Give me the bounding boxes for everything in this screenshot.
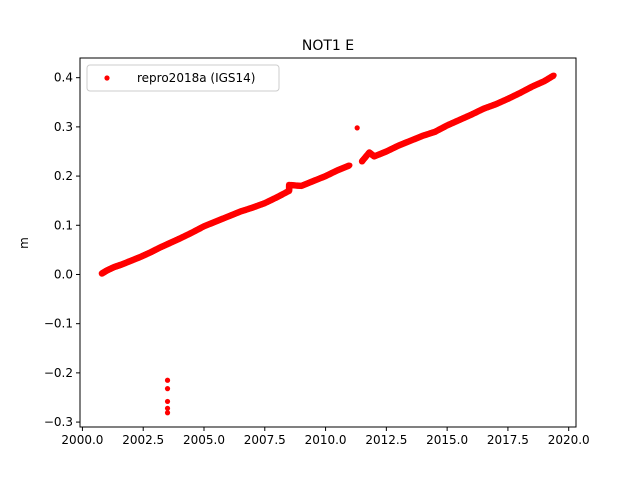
data-point: [128, 258, 134, 264]
data-point: [371, 153, 377, 159]
x-tick-label: 2002.5: [122, 433, 164, 447]
data-point: [298, 183, 304, 189]
data-point: [111, 264, 117, 270]
data-point: [201, 223, 207, 229]
y-axis-ticks: −0.3 −0.2 −0.1 0.0 0.1 0.2 0.3 0.4: [44, 71, 80, 429]
data-point: [262, 200, 268, 206]
data-point: [395, 142, 402, 149]
data-point: [138, 254, 144, 260]
data-point: [359, 158, 365, 164]
data-point: [213, 218, 219, 224]
y-axis-label: m: [17, 237, 31, 249]
legend-label: repro2018a (IGS14): [137, 71, 255, 85]
data-point: [250, 204, 256, 211]
data-point: [164, 398, 171, 405]
data-point: [335, 167, 341, 173]
data-point: [347, 162, 353, 168]
data-point: [177, 235, 183, 242]
plot-frame: [79, 57, 577, 428]
y-tick-label: −0.1: [44, 317, 73, 331]
legend-box: [86, 64, 280, 92]
x-tick-label: 2000.0: [61, 433, 103, 447]
data-point: [286, 182, 292, 188]
data-point: [274, 194, 280, 200]
y-tick-label: 0.1: [54, 218, 73, 232]
x-tick-label: 2012.5: [365, 433, 407, 447]
data-point: [529, 83, 535, 90]
y-tick-label: 0.3: [54, 120, 73, 134]
x-tick-label: 2007.5: [244, 433, 286, 447]
x-tick-label: 2005.0: [183, 433, 225, 447]
data-point: [104, 267, 110, 274]
data-point: [541, 78, 547, 84]
data-point: [383, 148, 389, 155]
data-point: [225, 213, 231, 220]
data-point: [157, 244, 163, 251]
x-tick-label: 2020.0: [548, 433, 590, 447]
data-point: [164, 410, 171, 416]
data-point: [432, 129, 438, 135]
data-point: [164, 386, 171, 392]
data-point: [366, 149, 372, 156]
data-point: [118, 262, 124, 268]
y-tick-label: 0.0: [54, 267, 73, 281]
data-point: [420, 133, 426, 139]
data-point: [481, 106, 487, 112]
data-point: [286, 188, 292, 194]
data-point: [468, 111, 475, 118]
data-point: [505, 96, 511, 102]
data-point: [237, 208, 244, 215]
data-point: [456, 117, 462, 123]
data-point: [99, 270, 105, 277]
y-tick-label: 0.2: [54, 169, 73, 183]
y-tick-label: −0.2: [44, 366, 73, 380]
data-point: [164, 405, 171, 411]
data-point: [189, 230, 195, 236]
data-point: [444, 122, 450, 129]
x-axis-ticks: 2000.0 2002.5 2005.0 2007.5 2010.0 2012.5 2015…: [61, 427, 590, 447]
legend-marker: [104, 75, 110, 81]
data-point: [517, 90, 523, 96]
data-point: [164, 377, 171, 383]
data-point: [310, 178, 317, 184]
chart-title: NOT1 E: [302, 38, 354, 54]
data-points: [98, 72, 557, 416]
data-point: [354, 125, 360, 131]
x-tick-label: 2015.0: [426, 433, 468, 447]
y-tick-label: 0.4: [54, 71, 73, 85]
data-point: [322, 173, 329, 179]
data-point: [551, 72, 557, 78]
x-tick-label: 2010.0: [305, 433, 347, 447]
data-point: [493, 101, 499, 107]
data-point: [408, 138, 414, 144]
legend: repro2018a (IGS14): [86, 64, 280, 92]
x-tick-label: 2017.5: [487, 433, 529, 447]
y-tick-label: −0.3: [44, 415, 73, 429]
data-point: [167, 240, 173, 246]
data-point: [147, 249, 154, 255]
